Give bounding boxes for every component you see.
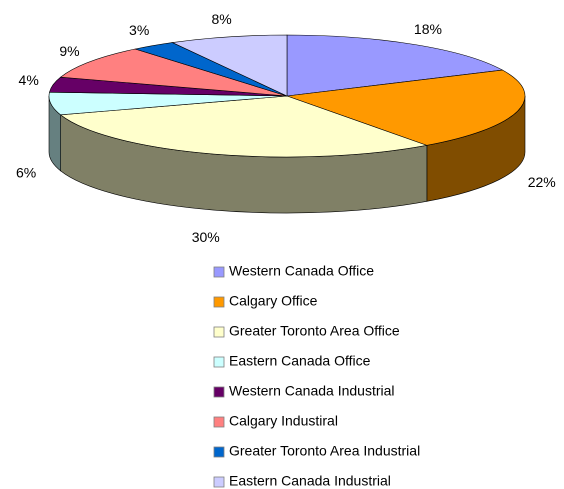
legend-label: Calgary Industiral [229,413,338,429]
legend-label: Western Canada Office [229,263,374,279]
slice [59,95,429,158]
data-label: 22% [528,174,556,190]
data-label: 4% [19,72,39,88]
legend-swatch [213,386,225,398]
data-label: 18% [414,21,442,37]
data-label: 8% [211,11,231,27]
data-label: 6% [16,164,36,180]
data-label: 3% [129,22,149,38]
legend-swatch [213,326,225,338]
legend-label: Eastern Canada Office [229,353,371,369]
legend-swatch [213,416,225,428]
legend-swatch [213,266,225,278]
data-label: 30% [192,229,220,245]
legend-label: Greater Toronto Area Office [229,323,400,339]
legend-label: Western Canada Industrial [229,383,395,399]
slice [171,34,288,97]
legend-swatch [213,356,225,368]
data-label: 9% [59,43,79,59]
slice [286,34,504,97]
legend-label: Greater Toronto Area Industrial [229,443,420,459]
legend-swatch [213,446,225,458]
slice [286,69,526,146]
legend-label: Calgary Office [229,293,318,309]
slice [59,48,288,97]
legend-swatch [213,296,225,308]
legend-swatch [213,476,225,488]
legend-label: Eastern Canada Industrial [229,473,391,489]
